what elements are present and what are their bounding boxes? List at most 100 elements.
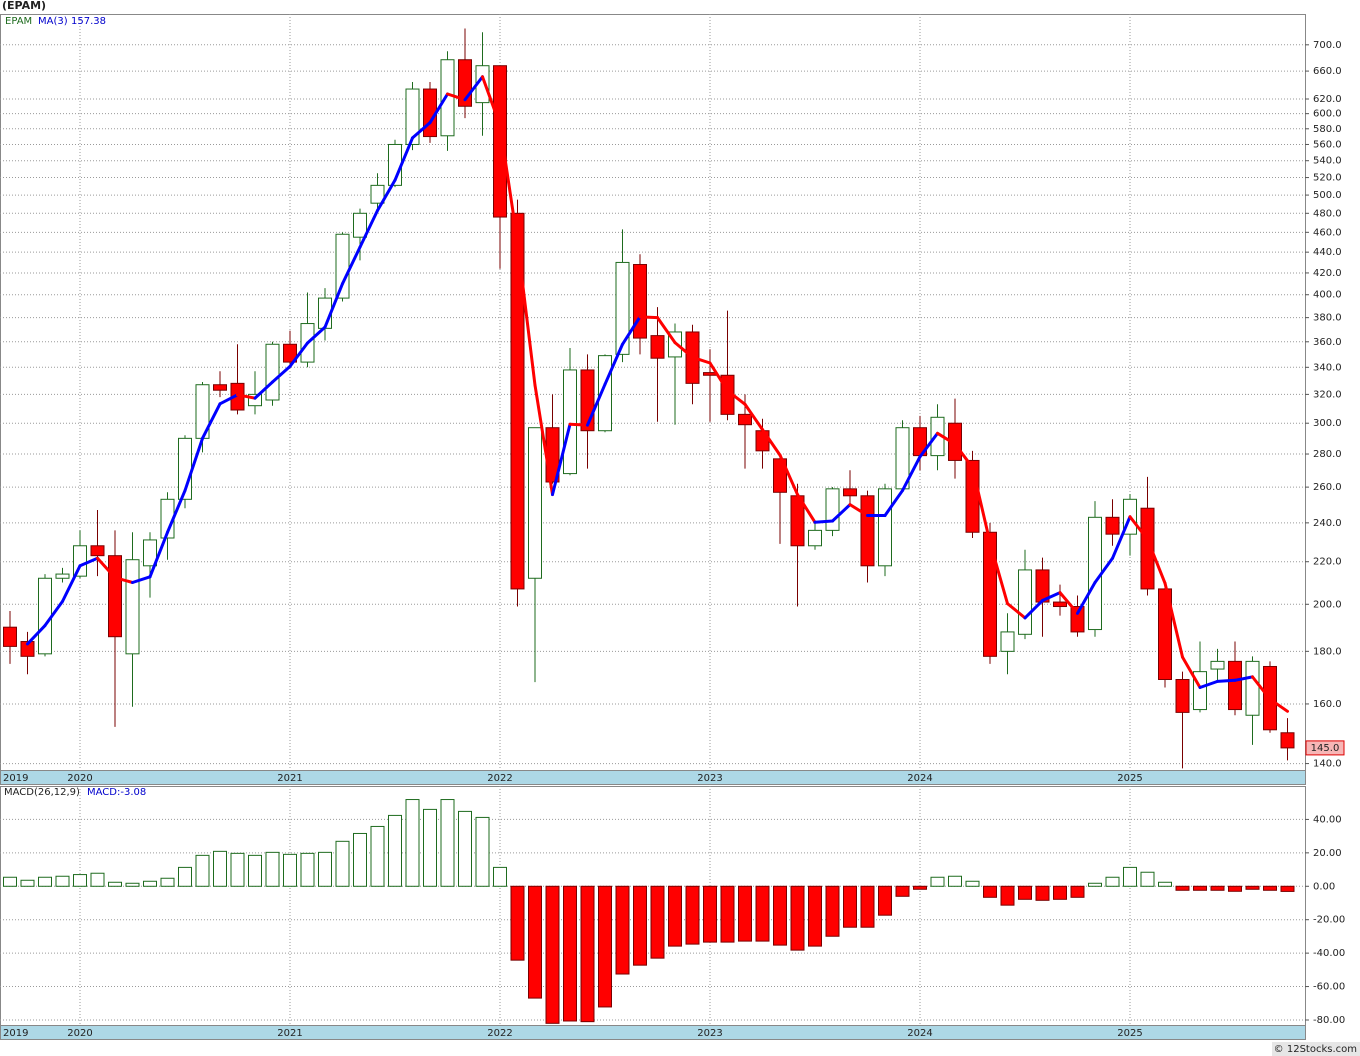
macd-bar [1018, 885, 1032, 900]
y-tick-label: -60.00 [1313, 982, 1345, 993]
ma-segment [306, 325, 327, 345]
ma-segment [953, 442, 974, 469]
ma-segment [638, 315, 659, 320]
ma-segment [1268, 697, 1289, 713]
last-price-label: 145.0 [1311, 743, 1340, 754]
x-tick-label: 2022 [487, 773, 512, 784]
macd-bar [983, 885, 997, 898]
x-tick-label: 2019 [3, 773, 28, 784]
macd-bar [1053, 885, 1067, 900]
macd-bar [440, 799, 455, 887]
macd-bar [545, 885, 560, 1024]
candle-body [1280, 732, 1295, 749]
y-tick-label: 500.0 [1313, 190, 1342, 201]
ma-segment [43, 599, 64, 628]
macd-bar [703, 885, 717, 943]
candle-body [1228, 660, 1242, 711]
y-tick-label: 260.0 [1313, 482, 1342, 493]
ma-segment [236, 393, 257, 400]
ma-segment [1041, 591, 1062, 603]
ma-segment [26, 624, 47, 646]
y-tick-label: 400.0 [1313, 290, 1342, 301]
macd-bar [650, 885, 665, 959]
ma-segment [551, 422, 572, 497]
ma-segment [726, 389, 747, 406]
y-tick-label: -40.00 [1313, 948, 1345, 959]
candle-body [633, 264, 647, 339]
candle-body [843, 488, 857, 497]
macd-bar [1175, 885, 1190, 891]
macd-bar [300, 852, 315, 887]
x-tick-label: 2020 [67, 1028, 92, 1039]
y-tick-label: 200.0 [1313, 599, 1342, 610]
legend-symbol: EPAM [5, 16, 32, 27]
candle-body [808, 529, 822, 547]
ma-segment [113, 576, 134, 584]
y-tick-label: -80.00 [1313, 1015, 1345, 1026]
macd-bar [370, 825, 385, 887]
ma-segment [796, 493, 817, 524]
x-tick-label: 2025 [1117, 773, 1142, 784]
ma-segment [586, 382, 607, 427]
ma-segment [463, 75, 484, 102]
ma-segment [1023, 599, 1044, 620]
ma-segment [376, 178, 397, 213]
ma-segment [428, 92, 449, 125]
y-tick-label: 300.0 [1313, 418, 1342, 429]
ma-segment [411, 121, 432, 140]
x-tick-label: 2025 [1117, 1028, 1142, 1039]
ma-segment [358, 209, 379, 249]
price-plot [0, 14, 1305, 770]
y-tick-label: 480.0 [1313, 208, 1342, 219]
ma-segment [201, 402, 222, 440]
y-tick-label: 440.0 [1313, 247, 1342, 258]
ma-segment [761, 428, 782, 457]
ma-segment [148, 530, 169, 579]
ma-segment [218, 393, 239, 406]
macd-bar [1140, 871, 1155, 887]
ma-segment [708, 361, 729, 393]
y-tick-label: 620.0 [1313, 94, 1342, 105]
macd-bar [825, 885, 840, 937]
macd-bar [160, 877, 175, 887]
ma-segment [481, 75, 502, 127]
macd-bar [3, 876, 17, 887]
candle-body [370, 184, 385, 204]
x-tick-label: 2020 [67, 773, 92, 784]
candle-body [1105, 516, 1120, 535]
macd-bar [860, 885, 875, 928]
macd-bar [20, 879, 35, 887]
ma-segment [568, 422, 589, 427]
candle-body [528, 427, 542, 579]
macd-bar [895, 885, 910, 897]
macd-bar [90, 872, 105, 887]
candle-body [563, 369, 577, 475]
candle-body [283, 343, 297, 363]
macd-bar [1105, 876, 1120, 887]
macd-bar [563, 885, 577, 1022]
candle-body [1245, 660, 1260, 716]
ma-segment [1006, 602, 1027, 620]
legend-macd: MACD(26,12,9) [4, 787, 80, 798]
y-tick-label: 160.0 [1313, 699, 1342, 710]
macd-bar [528, 885, 542, 999]
candle-body [825, 488, 840, 531]
candle-body [3, 626, 17, 647]
y-tick-label: 380.0 [1313, 313, 1342, 324]
macd-bar [755, 885, 770, 942]
candle-body [1088, 516, 1102, 631]
y-tick-label: 520.0 [1313, 173, 1342, 184]
ma-segment [621, 315, 642, 346]
ma-segment [253, 380, 274, 400]
macd-plot [0, 786, 1305, 1025]
ma-segment [971, 465, 992, 544]
macd-bar [55, 875, 70, 887]
y-tick-label: 460.0 [1313, 227, 1342, 238]
y-tick-label: 580.0 [1313, 124, 1342, 135]
macd-bar [510, 885, 525, 961]
candle-body [38, 577, 52, 655]
last-price-tag [1305, 740, 1345, 756]
ma-segment [131, 575, 152, 584]
ma-segment [1093, 556, 1114, 584]
macd-bar [948, 875, 962, 887]
